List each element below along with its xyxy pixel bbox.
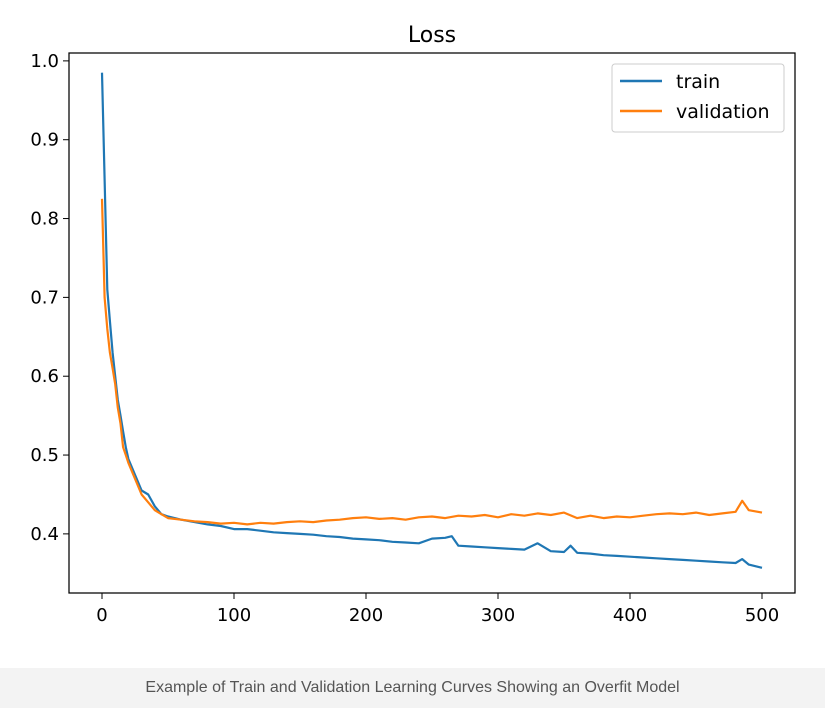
series-layer — [100, 72, 763, 569]
x-tick-label: 200 — [349, 605, 383, 626]
y-tick-label: 1.0 — [30, 51, 59, 72]
chart-figure: Loss 0 100 200 300 400 500 0.4 0.5 0.6 0.7 0.8 0.9… — [30, 23, 796, 626]
y-tick-label: 0.5 — [30, 445, 59, 466]
x-tick-label: 100 — [217, 605, 251, 626]
x-axis: 0 100 200 300 400 500 — [96, 593, 779, 626]
y-tick-label: 0.9 — [30, 130, 59, 151]
legend-validation-label: validation — [676, 101, 770, 123]
series-line-train — [100, 72, 763, 569]
legend-train-label: train — [676, 71, 720, 93]
series-line-validation — [100, 198, 763, 526]
x-tick-label: 300 — [481, 605, 515, 626]
y-axis: 0.4 0.5 0.6 0.7 0.8 0.9 1.0 — [30, 51, 69, 545]
y-tick-label: 0.8 — [30, 209, 59, 230]
y-tick-label: 0.4 — [30, 524, 59, 545]
legend: train validation — [611, 63, 785, 133]
loss-chart: Loss 0 100 200 300 400 500 0.4 0.5 0.6 0.7 0.8 0.9… — [30, 23, 796, 626]
x-tick-label: 400 — [613, 605, 647, 626]
chart-title: Loss — [408, 23, 456, 48]
figure-caption: Example of Train and Validation Learning… — [145, 679, 680, 696]
y-tick-label: 0.6 — [30, 366, 59, 387]
y-tick-label: 0.7 — [30, 287, 59, 308]
x-tick-label: 500 — [745, 605, 779, 626]
x-tick-label: 0 — [96, 605, 107, 626]
axes-frame — [68, 52, 796, 594]
caption-bar: Example of Train and Validation Learning… — [0, 668, 825, 708]
